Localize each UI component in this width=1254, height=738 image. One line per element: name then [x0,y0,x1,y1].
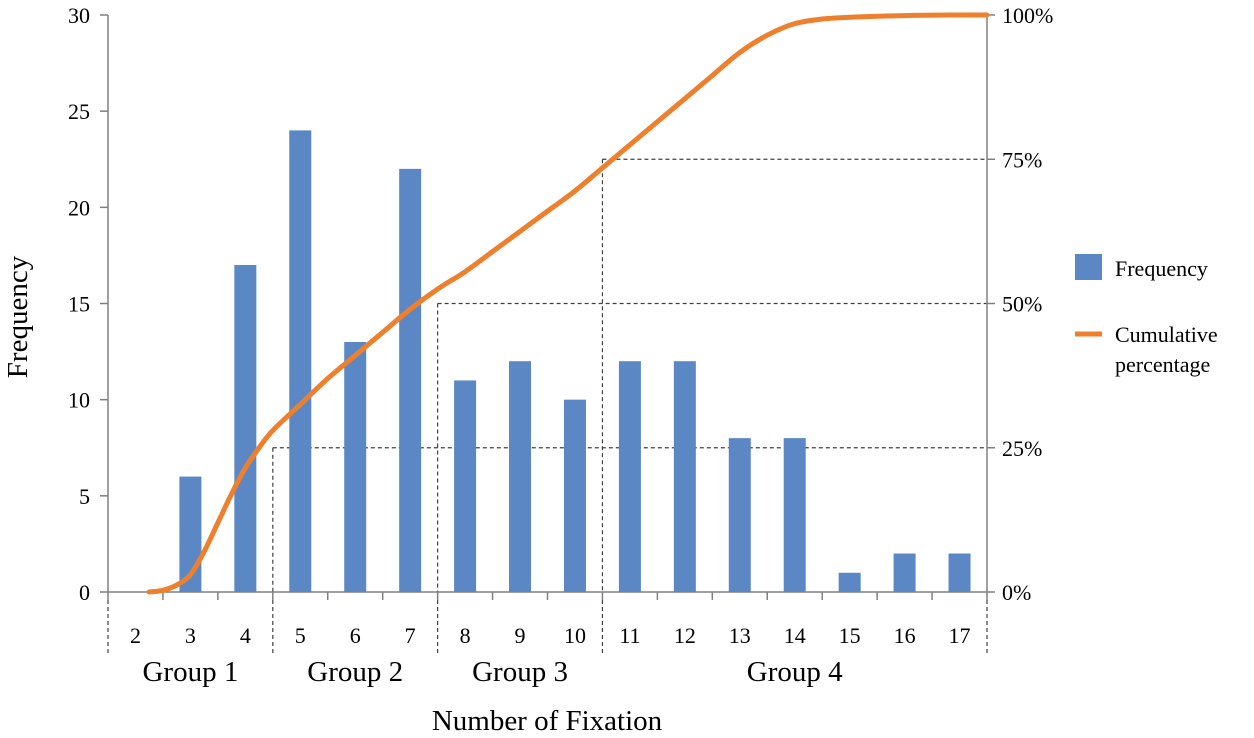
bar-series [179,130,971,592]
x-tick-label-14: 14 [784,623,806,648]
x-tick-label-10: 10 [564,623,586,648]
bar-6 [344,341,367,592]
x-tick-label-9: 9 [515,623,526,648]
legend: Frequency Cumulative percentage [1075,254,1218,377]
legend-frequency-swatch [1075,254,1102,280]
left-tick-label-30: 30 [68,3,90,28]
x-tick-label-5: 5 [295,623,306,648]
bar-15 [838,572,861,592]
y-axis-title: Frequency [2,255,34,378]
axis-labels: 0 5 10 15 20 25 30 0% 25% 50% 75% 100% 2 3 4 5 6 7 8 9 10 11 1… [2,3,1053,737]
x-axis-title: Number of Fixation [432,705,663,737]
left-tick-label-5: 5 [79,484,90,509]
bar-11 [618,361,641,592]
right-tick-label-0: 0% [1002,580,1031,605]
bar-13 [728,438,751,592]
left-tick-label-20: 20 [68,195,90,220]
x-tick-label-17: 17 [949,623,971,648]
x-tick-label-11: 11 [619,623,640,648]
bar-10 [563,399,586,592]
bar-5 [289,130,312,592]
group-label-3: Group 3 [472,656,568,688]
cumulative-percentage-line [146,12,990,595]
group-label-2: Group 2 [307,656,403,688]
bar-14 [783,438,806,592]
bar-7 [399,168,422,592]
x-tick-label-8: 8 [460,623,471,648]
bar-4 [234,265,257,592]
x-tick-label-13: 13 [729,623,751,648]
right-tick-label-100: 100% [1002,3,1053,28]
legend-frequency-label: Frequency [1115,256,1208,281]
legend-cumulative-label-line-1: Cumulative [1115,322,1218,347]
x-tick-label-12: 12 [674,623,696,648]
bar-9 [509,361,532,592]
axes [100,14,995,655]
left-tick-label-25: 25 [68,99,90,124]
group-label-1: Group 1 [142,656,238,688]
left-tick-label-15: 15 [68,292,90,317]
x-tick-label-3: 3 [185,623,196,648]
cumulative-line-series [146,12,990,595]
x-tick-label-2: 2 [130,623,141,648]
x-tick-label-4: 4 [240,623,251,648]
left-tick-label-10: 10 [68,388,90,413]
x-tick-label-6: 6 [350,623,361,648]
bar-12 [673,361,696,592]
right-tick-label-75: 75% [1002,147,1042,172]
x-tick-label-16: 16 [894,623,916,648]
x-tick-label-15: 15 [839,623,861,648]
bar-17 [948,553,971,592]
x-tick-label-7: 7 [405,623,416,648]
right-tick-label-50: 50% [1002,292,1042,317]
group-label-4: Group 4 [747,656,843,688]
left-tick-label-0: 0 [79,580,90,605]
bar-16 [893,553,916,592]
bar-8 [454,380,477,592]
legend-cumulative-label-line-2: percentage [1115,352,1210,377]
right-tick-label-25: 25% [1002,436,1042,461]
